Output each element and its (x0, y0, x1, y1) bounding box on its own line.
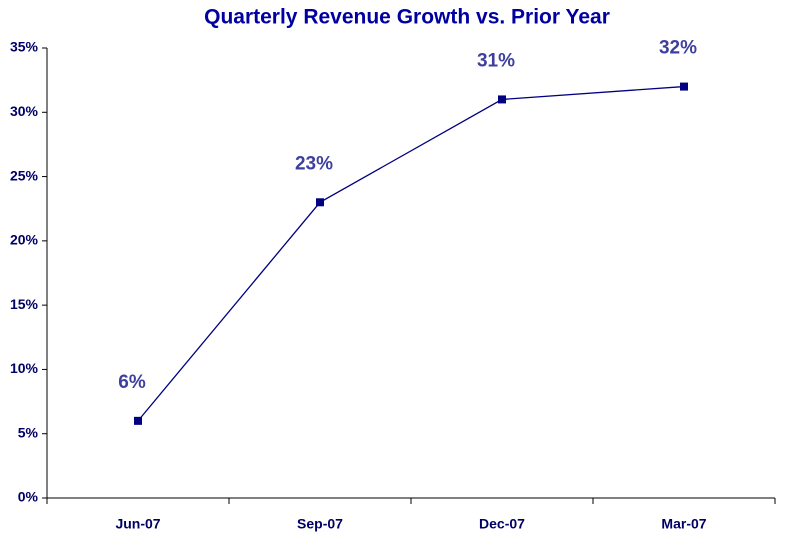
x-tick-label: Sep-07 (297, 516, 343, 532)
y-tick-label: 10% (10, 360, 39, 376)
value-label: 23% (295, 153, 333, 174)
chart-title: Quarterly Revenue Growth vs. Prior Year (204, 6, 610, 29)
point-marker (316, 198, 324, 207)
value-label: 6% (118, 372, 146, 393)
value-label: 32% (659, 38, 697, 59)
y-tick-label: 20% (10, 232, 39, 248)
series-line (137, 85, 685, 422)
y-tick-label: 0% (18, 489, 39, 505)
value-label: 31% (477, 50, 515, 71)
x-tick-label: Jun-07 (115, 516, 160, 532)
y-tick-label: 15% (10, 296, 39, 312)
x-tick-label: Dec-07 (479, 516, 525, 532)
point-marker (134, 416, 142, 425)
point-marker (680, 82, 688, 91)
point-marker (498, 95, 506, 104)
x-tick-label: Mar-07 (661, 516, 706, 532)
y-tick-label: 35% (10, 39, 39, 55)
y-tick-label: 25% (10, 167, 39, 183)
y-tick-label: 30% (10, 103, 39, 119)
y-tick-label: 5% (18, 424, 39, 440)
